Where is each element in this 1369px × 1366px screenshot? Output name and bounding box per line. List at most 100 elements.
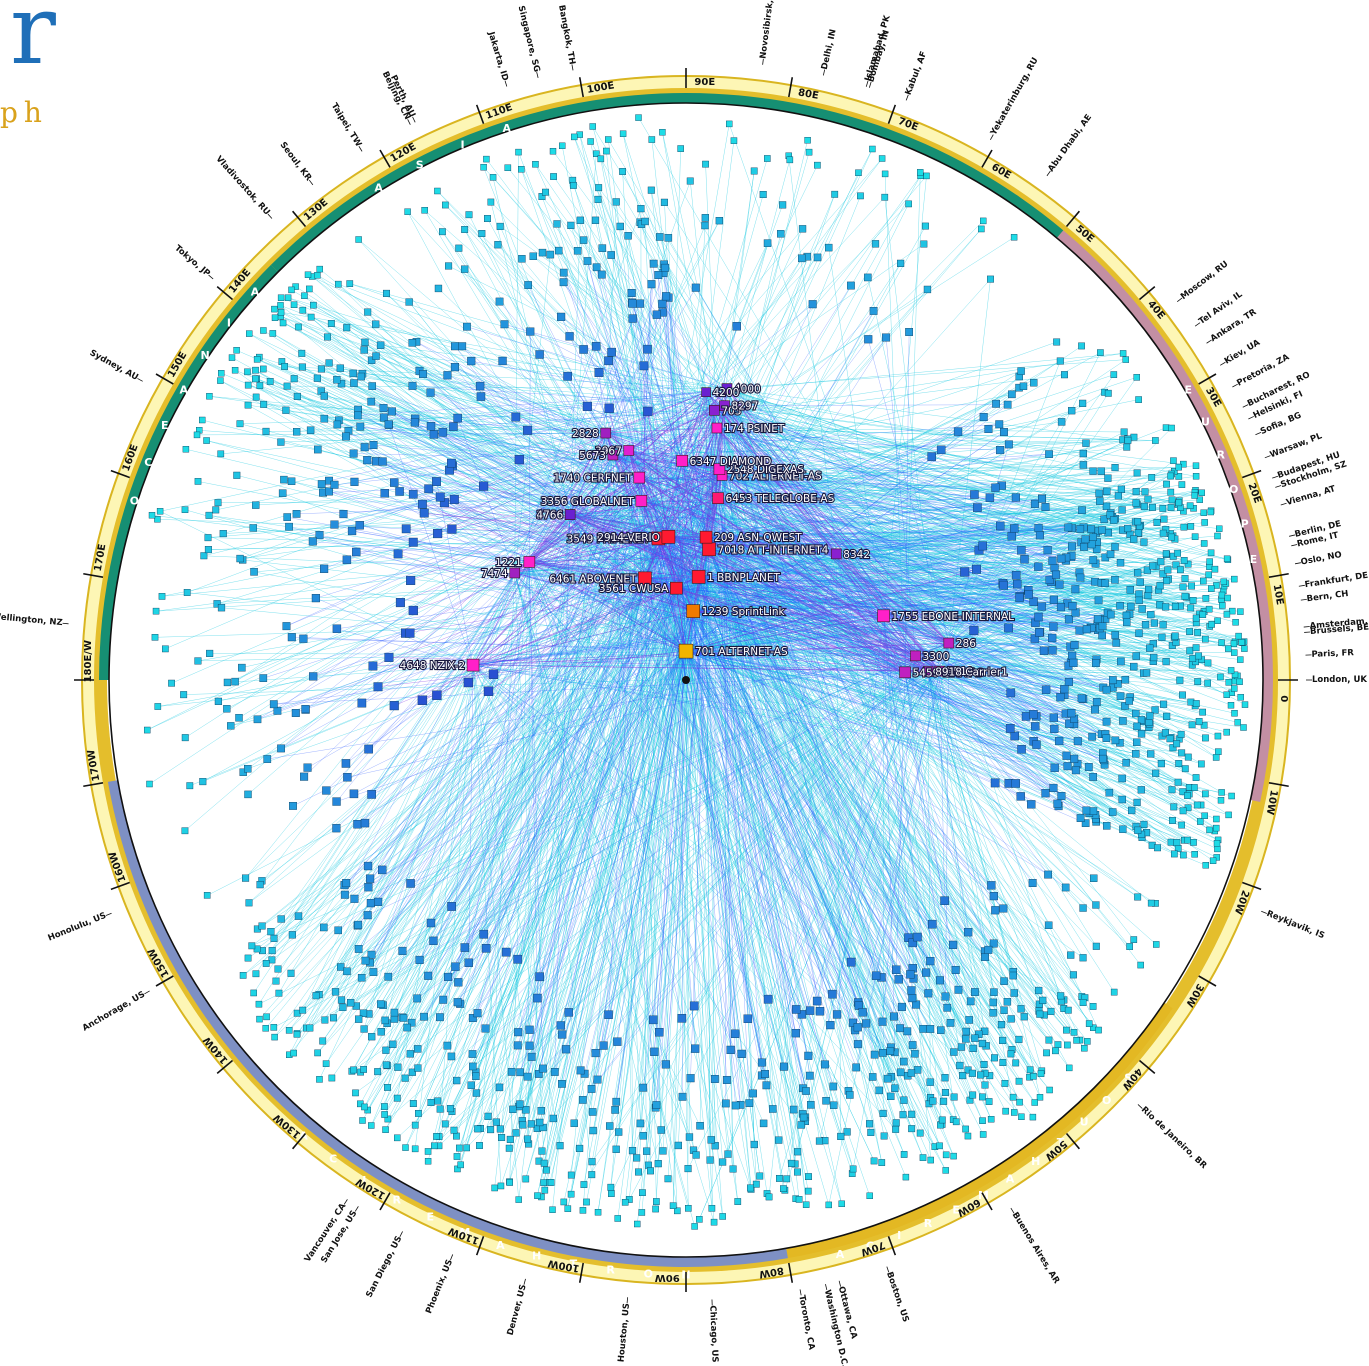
as-node: [1181, 765, 1189, 773]
as-node: [1198, 489, 1205, 496]
as-node: [701, 221, 709, 230]
as-node: [628, 1146, 637, 1155]
as-node: [532, 160, 539, 168]
as-node: [1036, 1010, 1044, 1018]
as-node: [616, 222, 624, 231]
as-node: [1111, 543, 1119, 551]
as-node: [941, 1074, 949, 1082]
as-node: [542, 188, 549, 196]
as-node: [1127, 602, 1135, 611]
as-node: [360, 1025, 368, 1033]
as-node: [359, 1009, 368, 1017]
as-node: [978, 225, 985, 233]
as-node: [1215, 525, 1223, 532]
as-node: [1219, 602, 1226, 609]
as-node: [244, 954, 252, 962]
as-node: [971, 988, 979, 996]
as-node: [1144, 585, 1153, 594]
as-node: [1184, 753, 1192, 761]
as-node: [870, 1157, 878, 1165]
as-node: [613, 1037, 622, 1046]
as-node: [1100, 515, 1108, 523]
as-node: [461, 225, 469, 233]
as-node: [349, 789, 359, 799]
as-node: [541, 1186, 549, 1194]
as-node: [1217, 797, 1225, 804]
region-letter: O: [1102, 1094, 1111, 1107]
as-label: 3561 CWUSA: [599, 583, 669, 595]
as-node: [1077, 694, 1086, 703]
as-node: [456, 1144, 463, 1152]
as-node: [822, 1096, 830, 1105]
as-node: [1133, 374, 1140, 381]
as-node: [233, 347, 240, 354]
as-node: [441, 1120, 449, 1128]
as-node: [647, 280, 656, 289]
as-node: [1071, 585, 1080, 594]
as-node: [1102, 502, 1111, 511]
as-node: [1196, 818, 1204, 825]
as-label: 1740 CERFNET: [554, 473, 633, 485]
as-node: [853, 1023, 862, 1032]
as-node: [562, 1045, 571, 1054]
as-node: [1191, 492, 1198, 499]
as-node: [637, 204, 645, 213]
region-letter: P: [1241, 518, 1249, 531]
as-node: [897, 259, 905, 268]
as-node: [794, 1148, 802, 1156]
city-label: San Diego, US: [364, 1234, 404, 1299]
as-node: [1130, 936, 1138, 944]
city-label: Chicago, US: [707, 1305, 719, 1362]
as-node: [1164, 566, 1172, 574]
as-node: [516, 1068, 525, 1077]
as-node: [1140, 502, 1148, 510]
as-label: 5519: [947, 666, 974, 678]
as-node: [550, 1067, 559, 1076]
as-node: [1004, 623, 1013, 633]
as-node: [1207, 549, 1215, 557]
as-node: [504, 164, 512, 171]
as-node: [332, 624, 342, 633]
as-node: [691, 283, 700, 292]
as-node: [431, 1142, 438, 1150]
as-node: [878, 1048, 887, 1057]
as-node: [913, 932, 922, 942]
as-node: [483, 686, 494, 696]
as-node: [589, 1126, 597, 1135]
as-node: [1005, 724, 1015, 733]
as-node: [1167, 533, 1175, 541]
as-node: [341, 759, 351, 768]
as-node: [928, 919, 937, 929]
as-node: [324, 333, 331, 341]
as-node: [321, 1016, 329, 1024]
as-node: [1010, 234, 1018, 241]
as-node: [429, 430, 439, 439]
as-node: [1167, 504, 1175, 511]
as-node: [1230, 640, 1238, 647]
as-node: [907, 1069, 916, 1077]
as-node: [1103, 487, 1111, 495]
as-node: [1085, 1020, 1093, 1027]
as-node: [366, 874, 375, 883]
as-node: [587, 1085, 596, 1093]
as-node: [158, 593, 166, 600]
region-letter: A: [251, 285, 260, 298]
as-node: [516, 1100, 524, 1108]
as-node: [752, 1180, 760, 1188]
as-node: [413, 994, 422, 1003]
as-node: [563, 371, 573, 381]
as-node: [1193, 801, 1201, 809]
as-node: [747, 1184, 754, 1192]
as-node: [1201, 635, 1209, 643]
core-as-node: [638, 571, 652, 586]
as-node: [401, 524, 411, 534]
as-node: [1236, 678, 1243, 685]
as-node: [361, 956, 370, 965]
as-node: [1118, 795, 1126, 804]
as-node: [1089, 807, 1098, 815]
as-node: [1150, 619, 1159, 627]
as-node: [829, 1082, 838, 1091]
as-node: [1227, 667, 1235, 674]
core-as-node: [676, 454, 688, 467]
as-node: [1173, 740, 1181, 748]
